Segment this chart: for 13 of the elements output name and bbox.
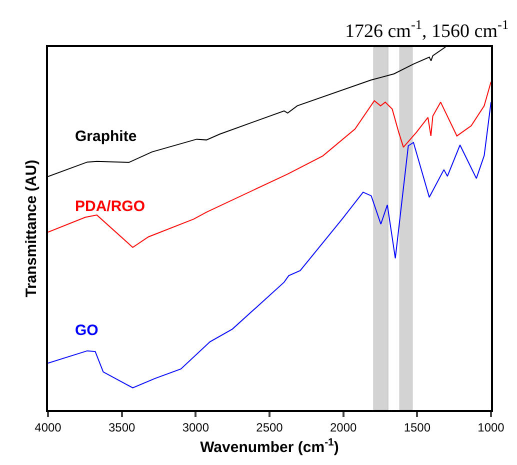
x-tick-label: 4000 — [34, 420, 62, 434]
x-tick-label: 3500 — [108, 420, 136, 434]
x-tick-label: 3000 — [182, 420, 210, 434]
x-tick-label: 2000 — [330, 420, 357, 434]
x-tick-label: 1000 — [478, 420, 505, 434]
x-axis-title: Wavenumber (cm$^{-1}$) — [200, 436, 339, 456]
series-label: PDA/RGO — [75, 198, 146, 215]
x-tick-label: 2500 — [256, 420, 284, 434]
x-tick-label: 1500 — [404, 420, 431, 434]
y-axis-title: Transmittance (AU) — [22, 160, 40, 298]
text: 1726 cm$^{-1}$, 1560 cm$^{-1}$ — [345, 17, 509, 42]
series-label: Graphite — [75, 128, 137, 145]
series-label: GO — [75, 322, 99, 339]
